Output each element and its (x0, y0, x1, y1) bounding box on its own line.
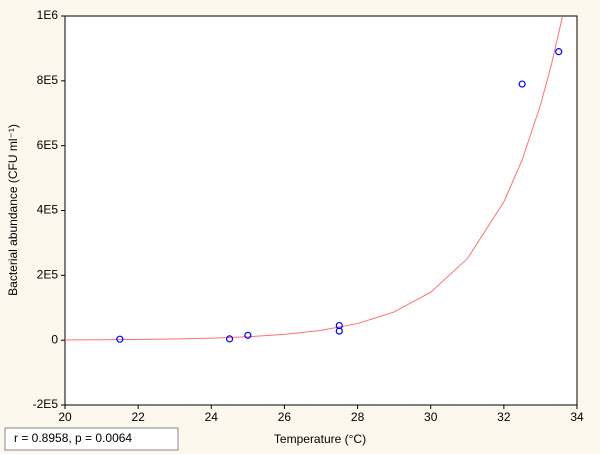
y-tick-label: 8E5 (37, 73, 59, 87)
x-axis-label: Temperature (°C) (274, 432, 366, 446)
x-tick-label: 32 (497, 410, 511, 424)
x-tick-label: 22 (131, 410, 145, 424)
data-point (555, 48, 563, 56)
data-point (116, 335, 124, 343)
plot-content (65, 16, 563, 341)
annotation: r = 0.8958, p = 0.0064 (14, 431, 132, 445)
x-tick-label: 20 (58, 410, 72, 424)
y-tick-label: 4E5 (37, 203, 59, 217)
data-point (335, 327, 343, 335)
x-tick-label: 28 (351, 410, 365, 424)
y-tick-label: 0 (51, 332, 58, 346)
y-tick-label: 2E5 (37, 268, 59, 282)
y-tick-label: 6E5 (37, 138, 59, 152)
y-axis-label: Bacterial abundance (CFU ml⁻¹) (6, 124, 20, 296)
y-tick-label: -2E5 (33, 397, 59, 411)
x-tick-label: 24 (205, 410, 219, 424)
x-tick-label: 26 (278, 410, 292, 424)
annotation-box (4, 427, 179, 451)
fit-line (65, 16, 563, 341)
plot-area (64, 15, 578, 406)
x-tick-label: 34 (570, 410, 584, 424)
data-point (244, 331, 252, 339)
x-tick-label: 30 (424, 410, 438, 424)
data-point (225, 335, 234, 343)
y-tick-label: 1E6 (37, 8, 59, 22)
data-point (518, 80, 526, 88)
